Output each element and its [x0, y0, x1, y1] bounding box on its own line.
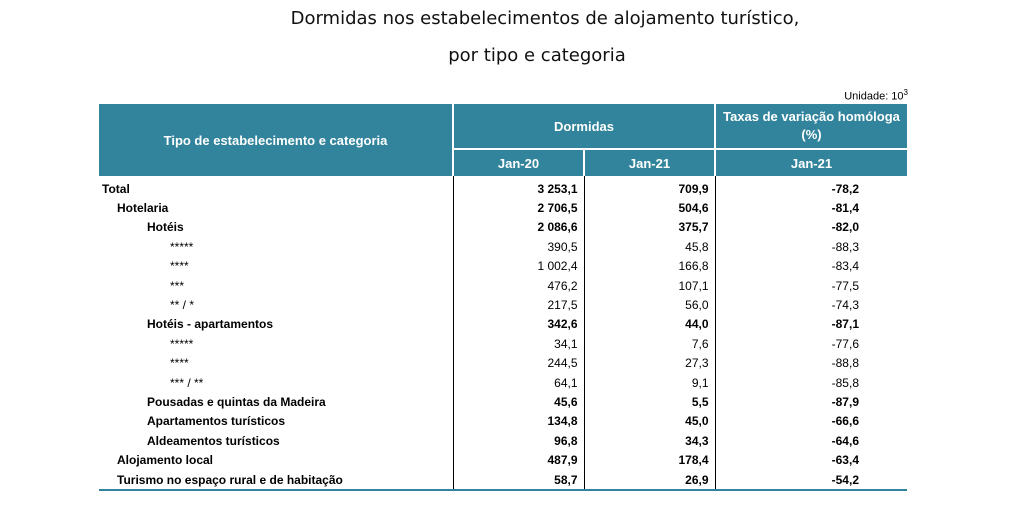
row-label: Hotelaria	[99, 198, 454, 218]
cell-jan20: 217,5	[453, 295, 585, 315]
cell-jan20: 58,7	[453, 469, 585, 492]
cell-tax-jan21: -63,4	[831, 453, 859, 468]
cell-tax-jan21: -74,3	[831, 298, 859, 313]
header-jan20: Jan-20	[453, 149, 585, 176]
cell-tax-jan21: -77,6	[831, 336, 859, 351]
table-row: Turismo no espaço rural e de habitação 58…	[99, 469, 907, 492]
cell-jan21: 504,6	[584, 198, 716, 218]
cell-jan21: 27,3	[584, 353, 716, 373]
cell-jan20: 3 253,1	[453, 176, 585, 199]
header-dormidas: Dormidas	[453, 104, 716, 150]
cell-jan20: 2 706,5	[453, 198, 585, 218]
table-row: Aldeamentos turísticos 96,8 34,3 -64,6	[99, 431, 907, 451]
table-row: Apartamentos turísticos 134,8 45,0 -66,6	[99, 411, 907, 432]
row-label: *****	[99, 334, 454, 354]
cell-tax-jan21: -85,8	[831, 375, 859, 390]
table-body: Total 3 253,1 709,9 -78,2 Hotelaria 2 706,5 50…	[99, 176, 907, 492]
cell-jan20: 244,5	[453, 353, 585, 373]
table-row: ** / * 217,5 56,0 -74,3	[99, 295, 907, 315]
row-label: *****	[99, 237, 454, 257]
unit-text: Unidade: 10	[844, 90, 904, 103]
table-row: *** 476,2 107,1 -77,5	[99, 275, 907, 296]
unit-label: Unidade: 103	[844, 88, 908, 103]
cell-jan21: 709,9	[584, 176, 716, 199]
cell-jan21: 45,8	[584, 237, 716, 257]
cell-jan20: 34,1	[453, 334, 585, 354]
cell-jan20: 342,6	[453, 314, 585, 335]
cell-jan20: 96,8	[453, 431, 585, 451]
row-label: Alojamento local	[99, 450, 454, 470]
row-label: *** / **	[99, 372, 454, 393]
table-row: Hotelaria 2 706,5 504,6 -81,4	[99, 198, 907, 218]
table-row: Hotéis 2 086,6 375,7 -82,0	[99, 217, 907, 238]
page-title: Dormidas nos estabelecimentos de alojame…	[290, 8, 800, 29]
cell-tax-jan21: -82,0	[831, 220, 859, 235]
cell-jan20: 476,2	[453, 275, 585, 296]
row-label: Hotéis - apartamentos	[99, 314, 454, 335]
row-label: Hotéis	[99, 217, 454, 238]
table-row: Hotéis - apartamentos 342,6 44,0 -87,1	[99, 314, 907, 335]
cell-jan21: 166,8	[584, 256, 716, 276]
header-type: Tipo de estabelecimento e categoria	[99, 104, 454, 176]
row-label: ***	[99, 275, 454, 296]
cell-tax-jan21: -81,4	[831, 201, 859, 216]
cell-jan21: 5,5	[584, 392, 716, 412]
row-label: ****	[99, 353, 454, 373]
cell-jan21: 56,0	[584, 295, 716, 315]
cell-tax-jan21: -87,9	[831, 394, 859, 409]
cell-jan21: 178,4	[584, 450, 716, 470]
table-row: Pousadas e quintas da Madeira 45,6 5,5 -87,…	[99, 392, 907, 412]
cell-jan20: 1 002,4	[453, 256, 585, 276]
cell-jan21: 9,1	[584, 372, 716, 393]
cell-tax-jan21: -83,4	[831, 259, 859, 274]
header-taxas: Taxas de variação homóloga (%)	[715, 104, 907, 150]
table-row: ***** 390,5 45,8 -88,3	[99, 237, 907, 257]
table-row: *** / ** 64,1 9,1 -85,8	[99, 372, 907, 393]
cell-jan20: 390,5	[453, 237, 585, 257]
table-row: **** 244,5 27,3 -88,8	[99, 353, 907, 373]
header-tax-jan21: Jan-21	[715, 149, 907, 176]
cell-jan20: 45,6	[453, 392, 585, 412]
cell-jan21: 34,3	[584, 431, 716, 451]
unit-exponent: 3	[903, 88, 908, 97]
table-row: ***** 34,1 7,6 -77,6	[99, 334, 907, 354]
cell-tax-jan21: -77,5	[831, 278, 859, 293]
data-table: Tipo de estabelecimento e categoria Dorm…	[99, 104, 907, 492]
cell-tax-jan21: -54,2	[715, 469, 907, 492]
row-label: ** / *	[99, 295, 454, 315]
table-row: **** 1 002,4 166,8 -83,4	[99, 256, 907, 276]
cell-jan20: 134,8	[453, 411, 585, 432]
row-label: Aldeamentos turísticos	[99, 431, 454, 451]
cell-tax-jan21: -87,1	[831, 317, 859, 332]
row-label: Pousadas e quintas da Madeira	[99, 392, 454, 412]
cell-tax-jan21: -88,8	[831, 356, 859, 371]
row-label: Total	[99, 176, 454, 199]
page-subtitle: por tipo e categoria	[448, 45, 626, 66]
cell-jan21: 26,9	[584, 469, 716, 492]
cell-jan21: 44,0	[584, 314, 716, 335]
table-row: Total 3 253,1 709,9 -78,2	[99, 176, 907, 199]
row-label: Turismo no espaço rural e de habitação	[99, 469, 454, 492]
header-jan21: Jan-21	[584, 149, 716, 176]
cell-jan20: 487,9	[453, 450, 585, 470]
cell-tax-jan21: -78,2	[831, 181, 859, 196]
cell-jan21: 107,1	[584, 275, 716, 296]
table-row: Alojamento local 487,9 178,4 -63,4	[99, 450, 907, 470]
row-label: Apartamentos turísticos	[99, 411, 454, 432]
cell-jan21: 45,0	[584, 411, 716, 432]
cell-jan21: 7,6	[584, 334, 716, 354]
cell-jan20: 64,1	[453, 372, 585, 393]
cell-tax-jan21: -66,6	[831, 414, 859, 429]
row-label: ****	[99, 256, 454, 276]
cell-jan20: 2 086,6	[453, 217, 585, 238]
cell-tax-jan21: -88,3	[831, 239, 859, 254]
cell-tax-jan21: -64,6	[831, 433, 859, 448]
cell-jan21: 375,7	[584, 217, 716, 238]
